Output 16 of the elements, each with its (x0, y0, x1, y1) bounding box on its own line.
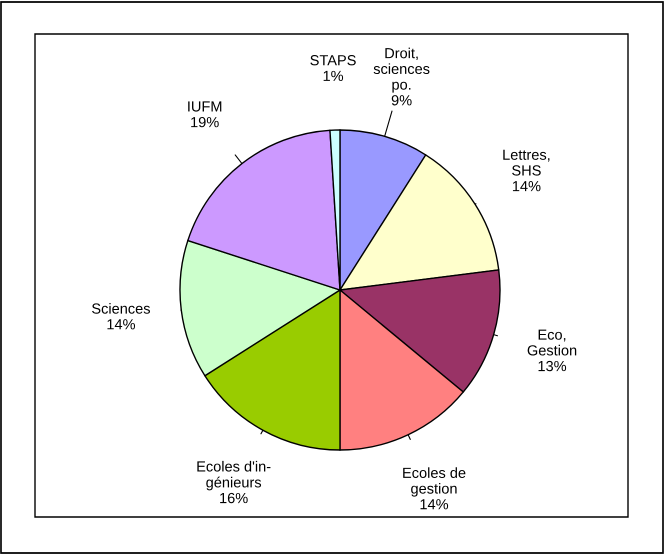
slice-label: Ecoles de gestion (403, 467, 466, 497)
data-label: 14% (107, 319, 136, 330)
data-label: 19% (191, 116, 219, 128)
data-label: 1% (324, 70, 344, 82)
data-label: 13% (538, 360, 566, 372)
legend-label: Sciences (92, 303, 150, 314)
slice-label: Droit, sciences po. (374, 48, 430, 93)
slice-label: Eco, Gestion (528, 330, 576, 356)
data-label: 9% (392, 95, 412, 106)
slice-label: STAPS (310, 55, 356, 66)
slice-label: Ecoles d'in- génieurs (197, 460, 270, 490)
data-label: 14% (420, 499, 448, 510)
data-label: 16% (220, 492, 248, 504)
slice-label: Lettres, SHS (503, 150, 550, 176)
slice-label: IUFM (188, 101, 222, 112)
data-label: 14% (512, 181, 541, 192)
